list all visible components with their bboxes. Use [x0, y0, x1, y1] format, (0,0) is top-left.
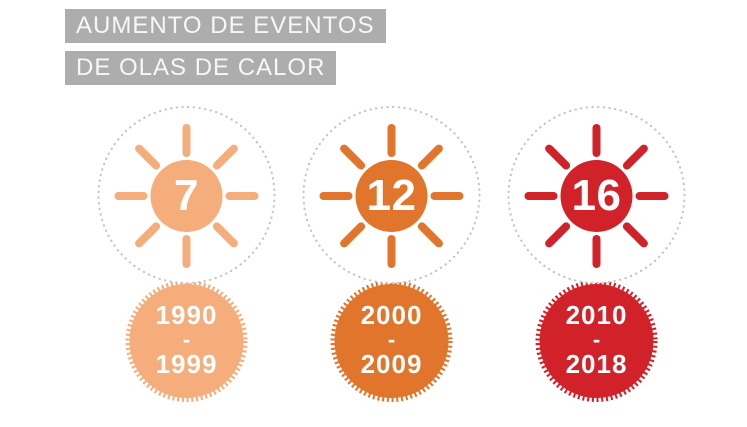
- sun-icon: [524, 124, 669, 268]
- decade-groups: 7 1990 - 1999: [84, 95, 699, 427]
- decade-year-end: 2018: [565, 349, 628, 379]
- decade-year-start: 2010: [565, 300, 628, 330]
- decade-separator: -: [387, 327, 396, 352]
- heatwave-count: 16: [571, 171, 622, 220]
- decade-range: 1990 - 1999: [84, 300, 289, 379]
- decade-group-2000s: 12 2000 - 2009: [289, 95, 494, 427]
- decade-separator: -: [182, 327, 191, 352]
- scalloped-circle: [125, 280, 248, 402]
- scalloped-circle: [535, 280, 658, 402]
- decade-year-start: 2000: [360, 300, 423, 330]
- sun-badge-graphic: [97, 105, 276, 402]
- decade-separator: -: [592, 327, 601, 352]
- title-line-1: AUMENTO DE EVENTOS: [65, 9, 386, 43]
- decade-year-start: 1990: [155, 300, 218, 330]
- decade-range: 2000 - 2009: [289, 300, 494, 379]
- heatwave-count: 7: [174, 171, 199, 220]
- scalloped-circle: [330, 280, 453, 402]
- sun-icon: [114, 124, 259, 268]
- decade-year-end: 1999: [155, 349, 218, 379]
- sun-icon: [319, 124, 464, 268]
- decade-year-end: 2009: [360, 349, 423, 379]
- title-line-2: DE OLAS DE CALOR: [65, 51, 337, 85]
- decade-group-1990s: 7 1990 - 1999: [84, 95, 289, 427]
- decade-group-2010s: 16 2010 - 2018: [494, 95, 699, 427]
- sun-badge-graphic: [507, 105, 686, 402]
- heatwave-count: 12: [366, 171, 417, 220]
- sun-badge-graphic: [302, 105, 481, 402]
- decade-range: 2010 - 2018: [494, 300, 699, 379]
